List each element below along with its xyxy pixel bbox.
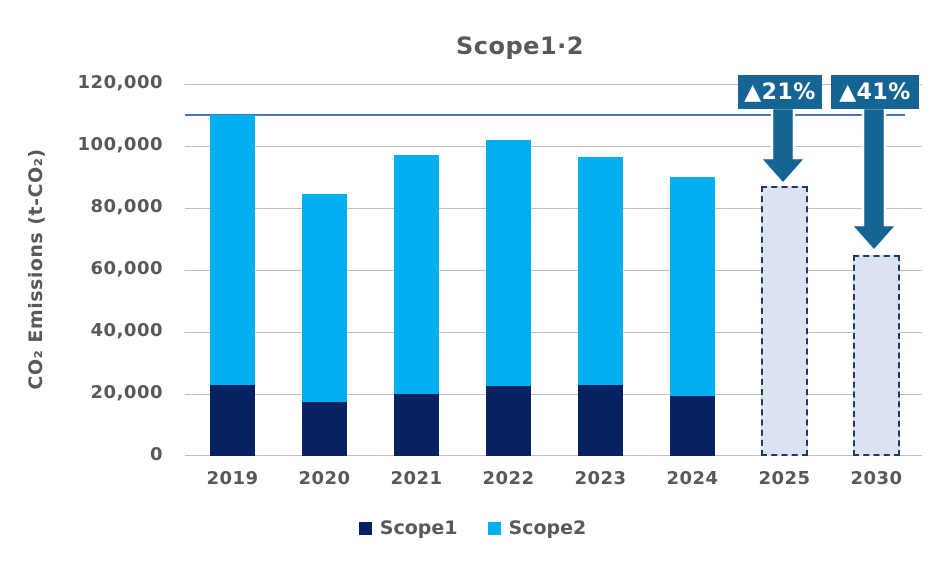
bar-2020-scope1 (302, 401, 347, 456)
scope2-swatch-icon (487, 521, 501, 535)
x-axis-line (185, 455, 922, 456)
decrease-arrow-2030 (848, 106, 900, 253)
gridline (185, 208, 922, 209)
bar-2023-scope2 (578, 156, 623, 386)
y-tick-label: 80,000 (90, 196, 163, 217)
y-tick-label: 120,000 (77, 72, 163, 93)
y-tick-label: 20,000 (90, 382, 163, 403)
gridline (185, 270, 922, 271)
x-tick-label-2019: 2019 (206, 468, 259, 489)
bar-2021-scope1 (394, 394, 439, 456)
x-tick-label-2023: 2023 (574, 468, 627, 489)
bar-2022-scope1 (486, 386, 531, 456)
gridline (185, 84, 922, 85)
bar-2019-scope1 (210, 384, 255, 456)
bar-2020-scope2 (302, 194, 347, 402)
gridline (185, 146, 922, 147)
annotation-2030-reduction: ▲41% (831, 75, 919, 109)
x-tick-label-2022: 2022 (482, 468, 535, 489)
bar-2019-scope2 (210, 115, 255, 385)
bar-2024-scope2 (670, 177, 715, 396)
x-tick-label-2024: 2024 (666, 468, 719, 489)
gridline (185, 332, 922, 333)
y-tick-label: 0 (149, 444, 163, 465)
annotation-2030-label: ▲41% (839, 79, 911, 105)
x-tick-label-2030: 2030 (850, 468, 903, 489)
y-tick-label: 40,000 (90, 320, 163, 341)
gridline (185, 394, 922, 395)
annotation-2025-label: ▲21% (744, 79, 816, 105)
bar-2024-scope1 (670, 395, 715, 456)
legend-item-scope1: Scope1 (358, 517, 458, 539)
x-tick-label-2021: 2021 (390, 468, 443, 489)
bar-2022-scope2 (486, 139, 531, 387)
y-tick-label: 100,000 (77, 134, 163, 155)
legend-item-scope2: Scope2 (487, 517, 587, 539)
chart-title: Scope1·2 (456, 32, 584, 60)
y-tick-label: 60,000 (90, 258, 163, 279)
legend: Scope1 Scope2 (0, 517, 945, 539)
legend-label-scope2: Scope2 (508, 517, 587, 539)
x-tick-label-2025: 2025 (758, 468, 811, 489)
scope1-swatch-icon (358, 521, 372, 535)
annotation-2025-reduction: ▲21% (738, 75, 822, 109)
x-tick-label-2020: 2020 (298, 468, 351, 489)
baseline-2019-level (185, 114, 905, 116)
legend-label-scope1: Scope1 (379, 517, 458, 539)
bar-2025-projected (761, 186, 808, 456)
bar-2030-projected (853, 254, 900, 456)
bar-2023-scope1 (578, 385, 623, 456)
bar-2021-scope2 (394, 155, 439, 394)
